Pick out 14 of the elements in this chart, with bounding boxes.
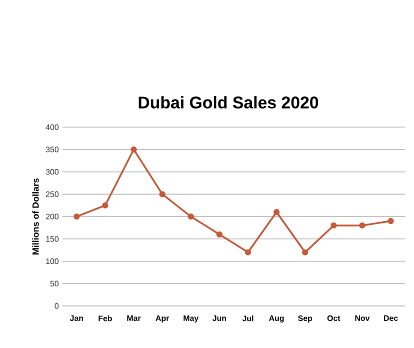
point <box>359 222 366 229</box>
point <box>273 209 280 216</box>
chart-title: Dubai Gold Sales 2020 <box>138 96 318 109</box>
point <box>102 202 108 209</box>
point <box>330 222 337 229</box>
point <box>388 218 394 224</box>
y-axis-title: Millions of Dollars <box>32 178 39 255</box>
point <box>244 249 252 256</box>
point <box>74 214 80 220</box>
point <box>188 214 194 220</box>
point <box>302 249 308 256</box>
point <box>130 146 137 153</box>
point <box>216 232 223 238</box>
point <box>159 191 166 198</box>
